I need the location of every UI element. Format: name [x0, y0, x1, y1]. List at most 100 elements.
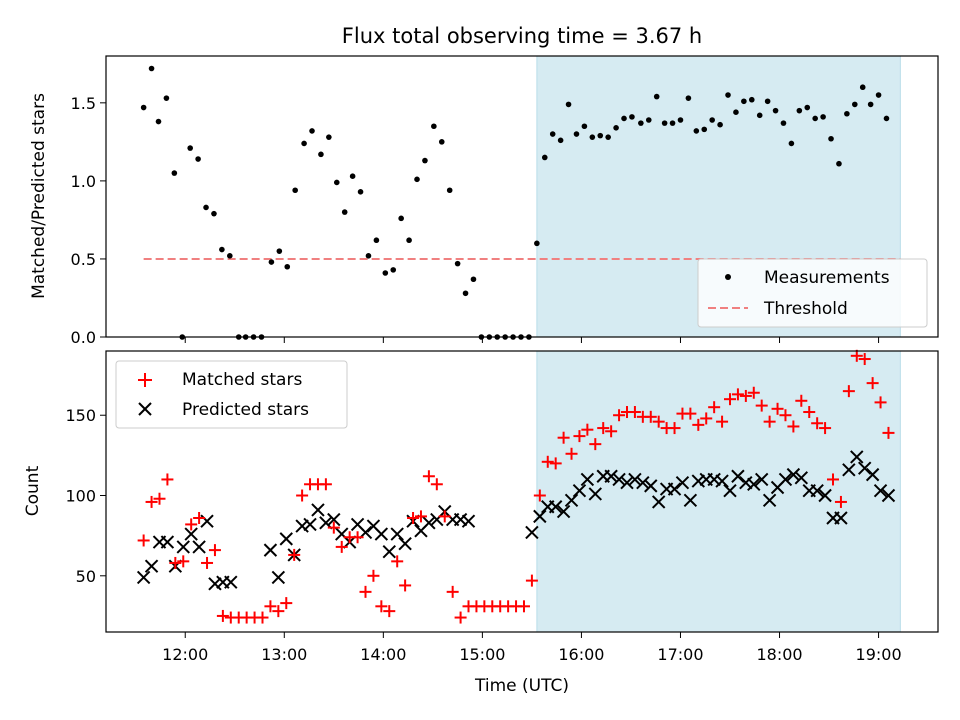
matched-stars-point	[201, 556, 214, 569]
measurement-point	[326, 134, 332, 140]
measurement-point	[828, 135, 834, 142]
predicted-stars-point	[564, 493, 579, 508]
top-y-tick-label: 1.0	[71, 172, 96, 191]
matched-stars-point	[169, 556, 182, 569]
predicted-marker-stroke	[715, 474, 729, 488]
measurement-point	[844, 110, 850, 117]
predicted-stars-point	[762, 493, 777, 508]
predicted-marker-stroke	[136, 570, 151, 585]
predicted-stars-point	[548, 500, 563, 514]
measurement-point	[541, 154, 548, 161]
top-y-tick-label: 1.5	[71, 94, 96, 113]
measurement-point	[565, 101, 572, 108]
measurement-point	[390, 267, 397, 273]
measurement-point	[859, 84, 866, 91]
measurement-point	[748, 96, 755, 103]
x-tick-label: 14:00	[360, 645, 406, 664]
measurement-point	[431, 123, 437, 130]
predicted-stars-point	[636, 475, 650, 490]
measurement-point	[187, 145, 193, 151]
measurement-point	[613, 125, 619, 131]
top-legend-box	[697, 258, 928, 328]
predicted-marker-stroke	[374, 527, 389, 541]
predicted-stars-point	[873, 483, 888, 498]
predicted-stars-point	[303, 517, 317, 532]
legend-predicted-label: Predicted stars	[182, 400, 309, 420]
measurement-point	[171, 170, 178, 176]
predicted-marker-stroke	[644, 479, 658, 493]
predicted-marker-stroke	[818, 488, 832, 503]
predicted-stars-point	[794, 471, 809, 485]
predicted-stars-point	[192, 540, 206, 554]
matched-stars-point	[795, 394, 808, 407]
predicted-stars-point	[628, 472, 642, 487]
matched-stars-point	[153, 492, 166, 505]
measurement-point	[219, 246, 225, 253]
predicted-marker-stroke	[683, 493, 698, 508]
matched-stars-point	[335, 540, 348, 553]
measurement-point	[454, 260, 461, 267]
predicted-stars-point	[279, 532, 293, 546]
predicted-stars-point	[612, 472, 626, 487]
predicted-marker-stroke	[747, 477, 761, 491]
x-tick-label: 16:00	[558, 645, 604, 664]
matched-stars-point	[787, 420, 800, 433]
predicted-marker-stroke	[620, 475, 634, 490]
predicted-marker-stroke	[548, 500, 563, 514]
predicted-stars-point	[144, 559, 159, 573]
predicted-marker-stroke	[873, 483, 888, 498]
chart-title: Flux total observing time = 3.67 h	[342, 24, 702, 48]
matched-stars-point	[391, 555, 404, 568]
measurement-point	[357, 189, 364, 195]
predicted-stars-series	[136, 450, 896, 591]
predicted-stars-point	[683, 493, 698, 508]
predicted-stars-point	[850, 450, 864, 464]
measurement-point	[349, 173, 356, 180]
matched-stars-point	[185, 518, 198, 531]
measurement-point	[534, 240, 540, 247]
measurement-point	[589, 134, 596, 140]
predicted-stars-point	[390, 527, 404, 541]
measurement-point	[470, 276, 477, 283]
measurement-point	[163, 95, 170, 101]
predicted-marker-stroke	[144, 559, 159, 573]
matched-stars-point	[803, 406, 816, 419]
predicted-stars-point	[136, 570, 151, 585]
measurement-point	[318, 151, 324, 158]
matched-stars-point	[731, 388, 744, 401]
matched-stars-point	[827, 473, 840, 486]
predicted-stars-point	[160, 535, 175, 549]
legend-matched-label: Matched stars	[182, 370, 302, 390]
predicted-marker-stroke	[327, 512, 341, 527]
predicted-marker-stroke	[453, 512, 468, 527]
predicted-stars-point	[271, 570, 286, 585]
matched-stars-point	[668, 422, 681, 435]
measurement-point	[756, 112, 763, 119]
predicted-marker-stroke	[533, 509, 547, 524]
predicted-marker-stroke	[667, 482, 682, 496]
predicted-marker-stroke	[636, 475, 650, 490]
matched-stars-point	[264, 600, 277, 613]
measurement-point	[406, 237, 412, 244]
bottom-legend: Matched stars Predicted stars	[115, 360, 348, 429]
matched-stars-point	[533, 489, 546, 502]
predicted-stars-point	[176, 540, 190, 554]
predicted-marker-stroke	[390, 527, 404, 541]
legend-threshold-label: Threshold	[763, 299, 848, 319]
top-panel: 0.0 0.5 1.0 1.5 Matched/Predicted stars Mea…	[29, 55, 939, 347]
measurement-point	[148, 65, 155, 72]
matched-stars-point	[430, 478, 443, 491]
predicted-marker-stroke	[525, 525, 539, 540]
top-legend: Measurements Threshold	[697, 258, 928, 328]
matched-stars-point	[628, 406, 641, 419]
matched-stars-point	[874, 396, 887, 409]
predicted-marker-stroke	[319, 516, 333, 530]
measurement-point	[446, 187, 453, 194]
measurement-point	[227, 253, 233, 259]
matched-stars-point	[716, 415, 729, 428]
matched-stars-point	[145, 495, 158, 508]
predicted-marker-stroke	[335, 527, 349, 541]
measurement-point	[549, 131, 556, 137]
predicted-marker-stroke	[224, 575, 238, 589]
matched-stars-point	[359, 585, 372, 598]
